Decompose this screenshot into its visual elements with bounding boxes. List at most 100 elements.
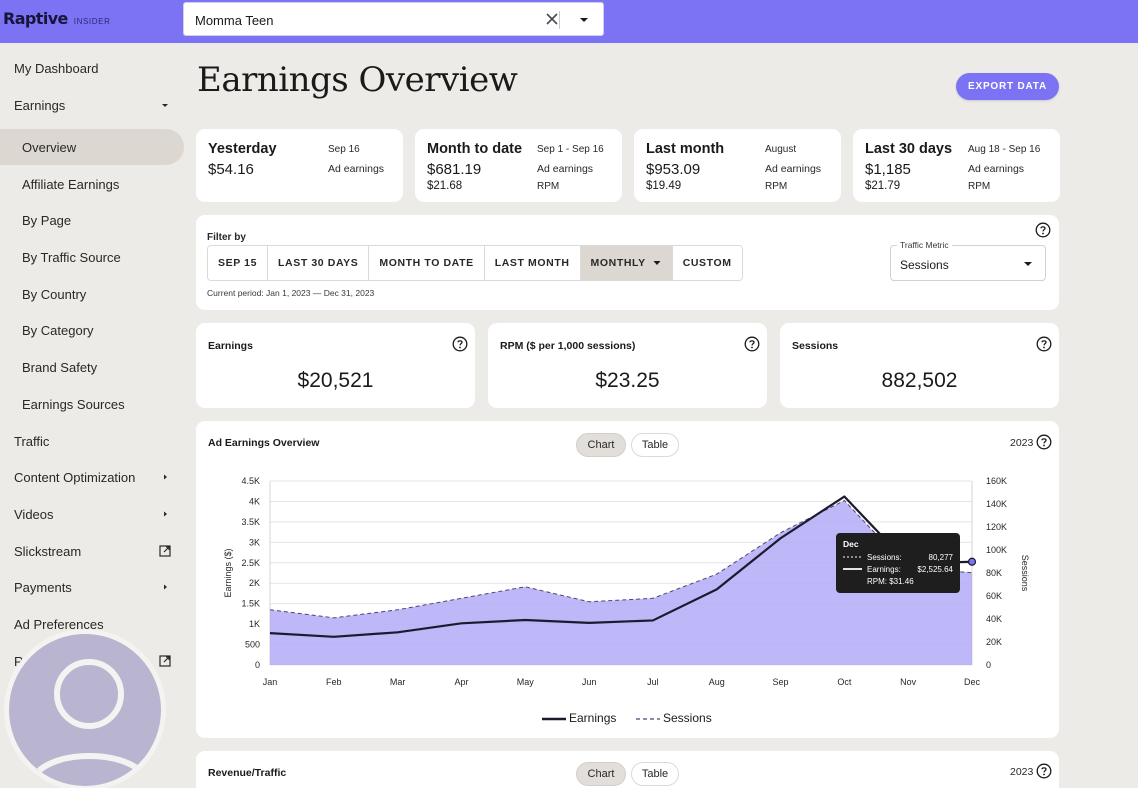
filter-segment: SEP 15 LAST 30 DAYS MONTH TO DATE LAST MONT… — [207, 245, 743, 281]
y2-axis-title: Sessions — [1020, 555, 1030, 592]
stat-title: Month to date — [427, 141, 523, 157]
filter-label: Filter by — [207, 232, 246, 243]
help-icon[interactable] — [1036, 336, 1052, 352]
stat-card: Yesterday Sep 16 $54.16 Ad earnings — [196, 129, 403, 202]
sidebar-item-affiliate-earnings[interactable]: Affiliate Earnings — [0, 166, 184, 202]
close-icon[interactable] — [541, 8, 563, 30]
chart-toggle-button[interactable]: Chart — [576, 433, 626, 457]
sidebar-item-my-dashboard[interactable]: My Dashboard — [0, 50, 184, 86]
sidebar-item-content-optimization[interactable]: Content Optimization — [0, 459, 184, 495]
sidebar-item-payments[interactable]: Payments — [0, 569, 184, 605]
table-toggle-button[interactable]: Table — [631, 433, 679, 457]
y-tick-label: 3.5K — [241, 517, 260, 527]
earnings-point — [967, 557, 977, 566]
traffic-metric-select[interactable]: Traffic Metric Sessions — [890, 240, 1046, 281]
ad-earnings-chart[interactable]: 0 500 1K 1.5K 2K 2.5K 3K 3.5K 4K 4.5K 0 20K 40K 60K 80… — [196, 421, 1059, 738]
stat-primary-label: Ad earnings — [328, 163, 385, 175]
help-icon[interactable] — [1036, 763, 1052, 779]
y-tick-label: 1.5K — [241, 599, 260, 609]
stat-secondary-value: $21.79 — [865, 180, 901, 192]
ad-panel-title: Ad Earnings Overview — [208, 437, 320, 449]
y2-tick-label: 80K — [986, 568, 1002, 578]
y2-tick-label: 160K — [986, 476, 1007, 486]
stat-title: Last 30 days — [865, 141, 953, 157]
x-tick-label: Apr — [454, 677, 468, 687]
sidebar-item-by-traffic-source[interactable]: By Traffic Source — [0, 239, 184, 275]
sidebar-item-by-country[interactable]: By Country — [0, 276, 184, 312]
caret-right-icon — [164, 584, 167, 590]
filter-sep-15-button[interactable]: SEP 15 — [208, 246, 269, 280]
x-tick-label: Jan — [263, 677, 278, 687]
sidebar-item-slickstream[interactable]: Slickstream — [0, 533, 184, 569]
stat-primary-value: $54.16 — [208, 161, 254, 178]
metric-card: Sessions 882,502 — [780, 323, 1059, 408]
caret-right-icon — [164, 474, 167, 480]
top-bar: Raptive INSIDER Momma Teen — [0, 0, 1138, 43]
help-icon[interactable] — [1035, 222, 1051, 238]
sidebar-item-earnings[interactable]: Earnings — [0, 87, 184, 123]
export-data-button[interactable]: EXPORT DATA — [956, 73, 1059, 100]
sidebar-item-videos[interactable]: Videos — [0, 496, 184, 532]
brand-sub: INSIDER — [73, 17, 111, 26]
stat-primary-value: $681.19 — [427, 161, 482, 178]
stat-secondary-label: RPM — [537, 181, 560, 192]
stat-primary-label: Ad earnings — [537, 163, 594, 175]
sidebar-item-label: My Dashboard — [14, 61, 99, 76]
filter-card: Filter by SEP 15 LAST 30 DAYS MONTH TO DAT… — [196, 215, 1059, 310]
y2-tick-label: 20K — [986, 637, 1002, 647]
external-link-icon — [159, 545, 171, 557]
chart-toggle-button[interactable]: Chart — [576, 762, 626, 786]
external-link-icon — [159, 655, 171, 667]
sidebar-item-label: Content Optimization — [14, 470, 136, 485]
sidebar-item-by-category[interactable]: By Category — [0, 312, 184, 348]
sidebar-item-traffic[interactable]: Traffic — [0, 423, 184, 459]
stat-primary-value: $1,185 — [865, 161, 911, 178]
traffic-metric-value: Sessions — [900, 258, 949, 272]
filter-last-30-days-button[interactable]: LAST 30 DAYS — [268, 246, 370, 280]
y-tick-label: 2.5K — [241, 558, 260, 568]
filter-last-month-button[interactable]: LAST MONTH — [484, 246, 581, 280]
ad-earnings-panel: Ad Earnings Overview Chart Table 2023 0 5… — [196, 421, 1059, 738]
chevron-down-icon[interactable] — [575, 11, 593, 29]
chevron-down-icon — [1024, 262, 1032, 266]
help-icon[interactable] — [1036, 434, 1052, 450]
brand[interactable]: Raptive INSIDER — [3, 9, 110, 28]
y2-tick-label: 140K — [986, 499, 1007, 509]
sidebar-item-overview[interactable]: Overview — [0, 129, 184, 165]
earnings-line — [269, 495, 973, 638]
legend-sessions[interactable]: Sessions — [636, 711, 712, 725]
y2-tick-label: 100K — [986, 545, 1007, 555]
sidebar-item-ad-preferences[interactable]: Ad Preferences — [0, 606, 184, 642]
sidebar-item-by-page[interactable]: By Page — [0, 202, 184, 238]
legend-earnings[interactable]: Earnings — [542, 711, 616, 725]
site-select[interactable]: Momma Teen — [183, 2, 604, 36]
sidebar-item-label: By Page — [22, 213, 72, 228]
sidebar-item-label: Earnings — [14, 98, 66, 113]
tooltip-row-label: Earnings: — [867, 565, 901, 574]
table-toggle-button[interactable]: Table — [631, 762, 679, 786]
y-tick-label: 0 — [255, 660, 260, 670]
avatar[interactable] — [4, 629, 166, 788]
help-icon[interactable] — [744, 336, 760, 352]
filter-custom-button[interactable]: CUSTOM — [672, 246, 742, 280]
traffic-metric-label: Traffic Metric — [897, 240, 952, 250]
filter-monthly-button[interactable]: MONTHLY — [580, 246, 673, 280]
sidebar-item-label: Ad Preferences — [14, 617, 104, 632]
caret-down-icon — [162, 104, 168, 107]
metric-card: RPM ($ per 1,000 sessions) $23.25 — [488, 323, 767, 408]
y2-tick-label: 120K — [986, 522, 1007, 532]
x-tick-label: Aug — [709, 677, 725, 687]
legend-earnings-label: Earnings — [569, 711, 617, 725]
x-tick-label: Jun — [582, 677, 597, 687]
sidebar-item-earnings-sources[interactable]: Earnings Sources — [0, 386, 184, 422]
stat-primary-label: Ad earnings — [968, 163, 1025, 175]
filter-month-to-date-button[interactable]: MONTH TO DATE — [369, 246, 485, 280]
legend-earnings-swatch — [542, 717, 566, 721]
sidebar-item-label: Earnings Sources — [22, 397, 125, 412]
x-tick-label: Jul — [647, 677, 659, 687]
stat-secondary-label: RPM — [765, 181, 788, 192]
stat-date-range: Aug 18 - Sep 16 — [968, 144, 1041, 155]
help-icon[interactable] — [452, 336, 468, 352]
sidebar-item-label: Overview — [22, 140, 77, 155]
sidebar-item-brand-safety[interactable]: Brand Safety — [0, 349, 184, 385]
